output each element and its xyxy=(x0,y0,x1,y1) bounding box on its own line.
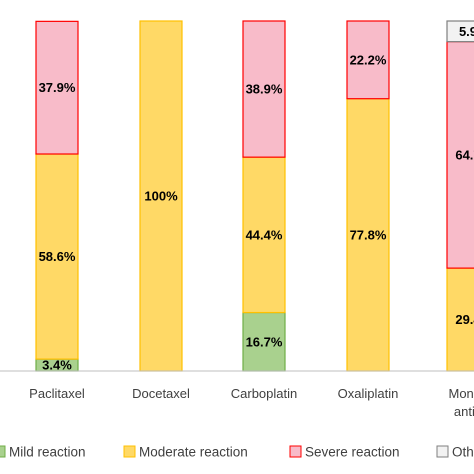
x-tick-label: antib xyxy=(454,404,474,419)
data-label: 44.4% xyxy=(246,227,283,242)
legend-label: Mild reaction xyxy=(9,445,86,460)
bar-segment xyxy=(242,311,286,372)
bar-segment xyxy=(346,98,390,372)
x-tick-label: Carboplatin xyxy=(231,386,298,401)
data-label: 29.4 xyxy=(455,312,474,327)
data-label: 77.8% xyxy=(350,227,387,242)
data-label: 16.7% xyxy=(246,334,283,349)
bar-segment xyxy=(35,153,79,360)
legend-label: Oth xyxy=(452,445,474,460)
legend-swatch xyxy=(0,445,6,458)
plot-area: 3.4% 58.6% 37.9% 100% 16.7% 44.4% 38.9% 77.8% 22… xyxy=(35,20,474,373)
bar-segment xyxy=(346,20,390,100)
legend-label: Moderate reaction xyxy=(139,445,248,460)
data-label: 38.9% xyxy=(246,82,283,97)
legend: Mild reaction Moderate reaction Severe rea… xyxy=(0,445,474,460)
legend-swatch xyxy=(436,445,449,458)
x-tick-label: Monoc xyxy=(448,386,474,401)
data-label: 3.4% xyxy=(42,358,72,373)
data-label: 37.9% xyxy=(39,80,76,95)
bar-segment xyxy=(446,267,474,372)
legend-swatch xyxy=(123,445,136,458)
data-label: 58.6% xyxy=(39,249,76,264)
bar-segment xyxy=(446,41,474,269)
bar-segment xyxy=(446,20,474,43)
bar-segment xyxy=(35,20,79,155)
bar-segment xyxy=(139,20,183,372)
bar-segment xyxy=(242,20,286,158)
legend-swatch xyxy=(289,445,302,458)
x-tick-label: Oxaliplatin xyxy=(338,386,399,401)
x-tick-label: Paclitaxel xyxy=(29,386,85,401)
data-label: 100% xyxy=(144,189,178,204)
legend-label: Severe reaction xyxy=(305,445,400,460)
x-tick-label: Docetaxel xyxy=(132,386,190,401)
data-label: 5.9 xyxy=(459,24,474,39)
x-axis-tick-labels: Paclitaxel Docetaxel Carboplatin Oxaliplati… xyxy=(29,386,474,419)
data-label: 64.7 xyxy=(455,147,474,162)
data-label: 22.2% xyxy=(350,52,387,67)
